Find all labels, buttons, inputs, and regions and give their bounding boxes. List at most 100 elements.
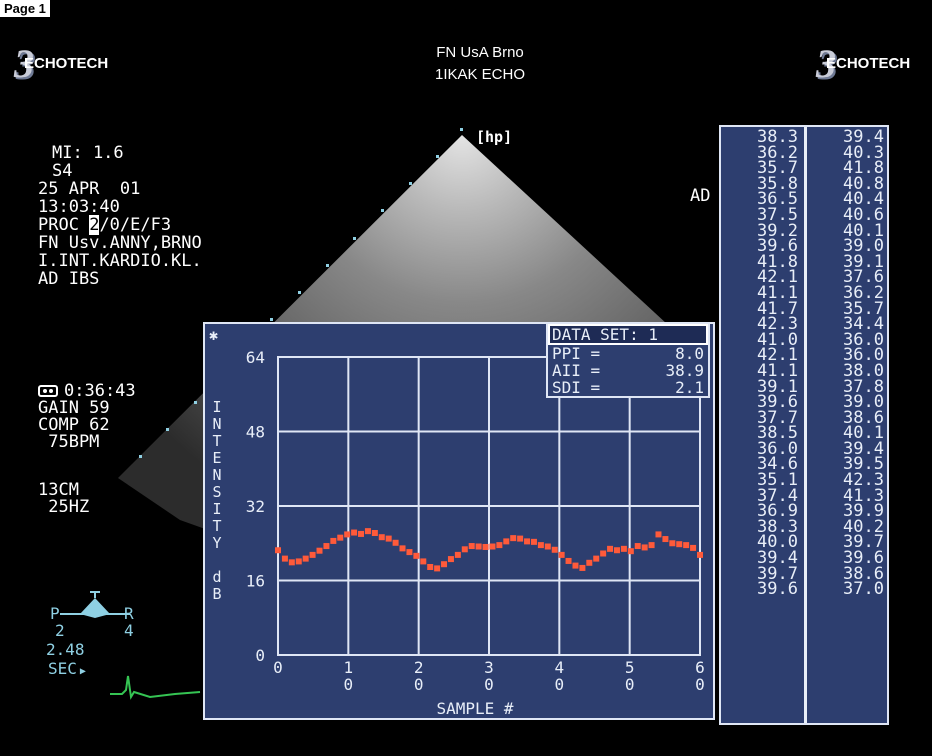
x-tick-label: 0 — [344, 675, 354, 694]
data-set-stats: DATA SET: 1 PPI = 8.0 AII = 38.9 SDI = 2.1 — [546, 322, 710, 398]
table-cell: 39.2 — [757, 220, 798, 241]
table-cell: 40.2 — [843, 516, 884, 537]
proc-highlight: 2 — [89, 215, 100, 235]
data-point — [537, 542, 544, 549]
table-cell: 42.3 — [843, 470, 884, 491]
y-tick-label: 64 — [246, 348, 265, 367]
data-point — [302, 555, 309, 562]
data-point — [323, 543, 330, 550]
data-point — [620, 545, 627, 552]
table-cell: 37.8 — [843, 376, 884, 397]
table-cell: 39.9 — [843, 501, 884, 522]
table-cell: 37.7 — [757, 407, 798, 428]
chart-corner-symbol: ✱ — [209, 326, 218, 344]
comp: COMP 62 — [38, 415, 110, 435]
data-point — [351, 529, 358, 536]
table-cell: 37.6 — [843, 267, 884, 288]
data-point — [634, 543, 641, 550]
preset: S4 — [52, 161, 73, 181]
x-tick-label: 4 — [555, 658, 565, 677]
data-point — [288, 559, 295, 566]
side-tag: AD — [690, 186, 711, 206]
echotech-logo-left: 3 ECHOTECH — [14, 40, 108, 87]
y-axis-label-letter: I — [212, 500, 221, 518]
table-cell: 39.4 — [757, 548, 798, 569]
data-point — [330, 537, 337, 544]
data-point — [399, 545, 406, 552]
echotech-logo-right: 3 ECHOTECH — [816, 40, 910, 87]
y-tick-label: 32 — [246, 497, 265, 516]
table-cell: 36.0 — [757, 438, 798, 459]
data-point — [420, 558, 427, 565]
logo-mark: 3 — [14, 41, 34, 86]
data-point — [676, 541, 683, 548]
sweep-seconds: 2.48 — [46, 640, 85, 659]
data-point — [461, 546, 468, 553]
y-tick-label: 0 — [255, 646, 265, 665]
data-point — [690, 544, 697, 551]
tape-icon — [38, 385, 58, 397]
data-point — [441, 561, 448, 568]
data-point — [385, 535, 392, 542]
stat-row-sdi: SDI = 2.1 — [552, 378, 704, 397]
sweep-label: SEC ▶ — [48, 659, 86, 678]
table-cell: 38.3 — [757, 516, 798, 537]
table-cell: 40.1 — [843, 423, 884, 444]
x-axis-label: SAMPLE # — [436, 699, 513, 718]
data-point — [434, 565, 441, 572]
table-cell: 36.5 — [757, 189, 798, 210]
stat-row-ppi: PPI = 8.0 — [552, 344, 704, 363]
table-cell: 41.1 — [757, 360, 798, 381]
orientation-icon — [60, 591, 130, 618]
y-axis-label-letter: T — [212, 517, 221, 535]
data-point — [281, 555, 288, 562]
table-cell: 39.0 — [843, 236, 884, 257]
data-point — [662, 536, 669, 543]
data-point — [558, 551, 565, 558]
table-cell: 35.7 — [843, 298, 884, 319]
table-cell: 35.7 — [757, 158, 798, 179]
depth: 13CM — [38, 480, 79, 500]
data-point — [503, 538, 510, 545]
table-cell: 38.6 — [843, 407, 884, 428]
table-cell: 39.4 — [843, 438, 884, 459]
ecg-trace — [110, 675, 201, 700]
probe-tag: [hp] — [476, 128, 513, 146]
timer-line: 0:36:43 — [38, 383, 136, 400]
table-cell: 42.1 — [757, 345, 798, 366]
table-cell: 39.6 — [757, 579, 798, 600]
table-cell: 39.6 — [843, 548, 884, 569]
table-cell: 36.0 — [843, 345, 884, 366]
y-axis-label-letter: B — [212, 585, 221, 603]
data-point — [447, 556, 454, 563]
table-cell: 38.0 — [843, 360, 884, 381]
proc-line: PROC 2/0/E/F3 — [38, 215, 172, 235]
data-point — [586, 559, 593, 566]
header-line1: FN UsA Brno — [436, 44, 524, 61]
mi-value: MI: 1.6 — [52, 143, 124, 163]
table-cell: 37.0 — [843, 579, 884, 600]
depth-markers — [139, 128, 463, 458]
play-icon: ▶ — [79, 666, 86, 677]
data-point — [371, 530, 378, 537]
y-tick-label: 48 — [246, 423, 265, 442]
x-tick-label: 0 — [555, 675, 565, 694]
data-point — [344, 531, 351, 538]
data-point — [697, 551, 703, 558]
x-tick-label: 3 — [484, 658, 494, 677]
table-cell: 34.6 — [757, 454, 798, 475]
x-tick-label: 0 — [414, 675, 424, 694]
data-point — [648, 542, 655, 549]
x-tick-label: 0 — [625, 675, 635, 694]
x-tick-label: 0 — [484, 675, 494, 694]
orientation-right: R — [124, 604, 134, 623]
table-cell: 37.4 — [757, 485, 798, 506]
exam-time: 13:03:40 — [38, 197, 120, 217]
data-point — [627, 548, 634, 555]
table-cell: 40.0 — [757, 532, 798, 553]
logo-mark: 3 — [816, 41, 836, 86]
data-point — [607, 545, 614, 552]
gain: GAIN 59 — [38, 398, 110, 418]
data-point — [641, 544, 648, 551]
frame-rate: 25HZ — [38, 497, 90, 517]
